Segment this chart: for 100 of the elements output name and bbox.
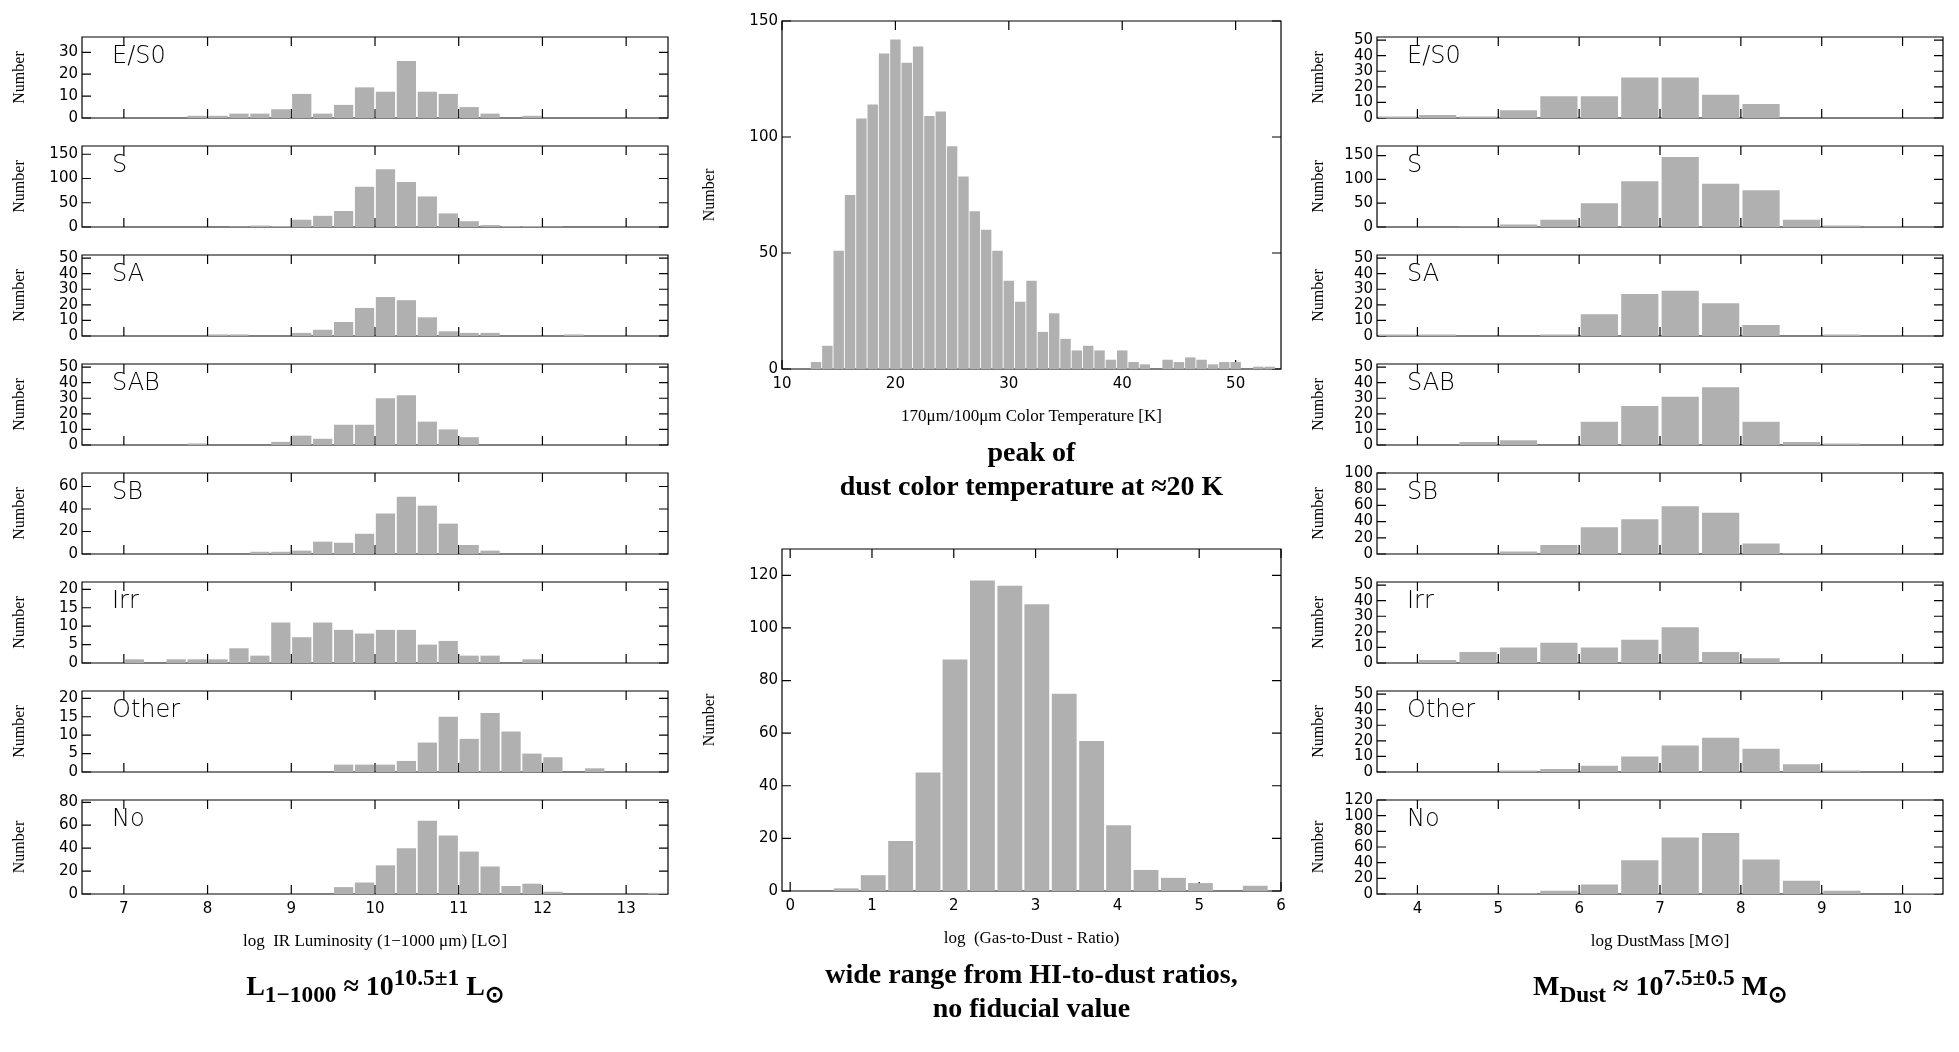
y-axis-title: Number bbox=[1308, 486, 1326, 540]
chart-title: E/S0 bbox=[1407, 41, 1461, 70]
x-tick-label: 6 bbox=[1276, 895, 1286, 914]
y-tick-label: 100 bbox=[749, 617, 778, 636]
y-tick-label: 100 bbox=[49, 168, 78, 187]
y-tick-label: 20 bbox=[58, 64, 78, 83]
y-tick-label: 60 bbox=[58, 476, 78, 495]
y-tick-label: 0 bbox=[68, 883, 78, 902]
chart-title: No bbox=[112, 804, 145, 833]
y-tick-label: 120 bbox=[1344, 789, 1373, 808]
y-axis-title: Number bbox=[9, 50, 27, 104]
y-axis-title: Number bbox=[1308, 268, 1326, 322]
text: M$_{Dust}$ ≈ 10$^{7.5±0.5}$ M$_{⊙}$ bbox=[1531, 963, 1788, 1009]
y-tick-label: 0 bbox=[1363, 216, 1373, 235]
y-tick-label: 0 bbox=[68, 652, 78, 671]
x-axis-title: log DustMass [M⊙] bbox=[1590, 931, 1730, 951]
x-tick-label: 8 bbox=[1736, 898, 1746, 917]
chart-title: Other bbox=[112, 695, 181, 724]
x-tick-label: 6 bbox=[1574, 898, 1584, 917]
y-tick-label: 5 bbox=[68, 634, 78, 653]
chart-title: SAB bbox=[1407, 368, 1455, 397]
chart-title: SA bbox=[1407, 259, 1440, 288]
x-tick-label: 11 bbox=[449, 898, 469, 917]
y-axis-title: Number bbox=[1308, 50, 1326, 104]
x-tick-label: 10 bbox=[365, 898, 385, 917]
y-tick-label: 20 bbox=[58, 688, 78, 707]
chart-title: S bbox=[1407, 150, 1423, 179]
y-axis-title: Number bbox=[9, 486, 27, 540]
y-tick-label: 50 bbox=[758, 242, 778, 261]
y-tick-label: 20 bbox=[58, 860, 78, 879]
y-tick-label: 30 bbox=[58, 42, 78, 61]
y-tick-label: 20 bbox=[58, 521, 78, 540]
y-axis-title: Number bbox=[9, 595, 27, 649]
y-axis-title: Number bbox=[9, 820, 27, 874]
x-tick-label: 7 bbox=[1655, 898, 1665, 917]
y-axis-title: Number bbox=[9, 704, 27, 758]
chart-title: Irr bbox=[1407, 586, 1434, 615]
y-tick-label: 40 bbox=[58, 498, 78, 517]
x-tick-label: 4 bbox=[1112, 895, 1123, 914]
chart-title: SB bbox=[1407, 477, 1438, 506]
y-tick-label: 10 bbox=[58, 616, 78, 635]
x-tick-label: 3 bbox=[1030, 895, 1041, 914]
y-tick-label: 40 bbox=[1353, 852, 1373, 871]
x-tick-label: 9 bbox=[1816, 898, 1827, 917]
x-tick-label: 40 bbox=[1112, 373, 1132, 392]
chart-title: No bbox=[1407, 804, 1440, 833]
y-tick-label: 80 bbox=[758, 670, 778, 689]
y-tick-label: 60 bbox=[58, 815, 78, 834]
y-tick-label: 0 bbox=[1363, 543, 1373, 562]
x-tick-label: 13 bbox=[616, 898, 636, 917]
y-tick-label: 100 bbox=[1344, 169, 1373, 188]
y-axis-title: Number bbox=[1308, 159, 1326, 213]
y-tick-label: 100 bbox=[749, 126, 778, 145]
chart-title: Other bbox=[1407, 695, 1476, 724]
x-tick-label: 10 bbox=[1893, 898, 1913, 917]
y-axis-title: Number bbox=[1308, 377, 1326, 431]
x-tick-label: 7 bbox=[119, 898, 129, 917]
text: wide range from HI-to-dust ratios, no fiducial value bbox=[824, 957, 1239, 1025]
x-tick-label: 4 bbox=[1412, 898, 1423, 917]
y-axis-title: Number bbox=[9, 268, 27, 322]
y-tick-label: 40 bbox=[58, 838, 78, 857]
y-tick-label: 15 bbox=[58, 706, 78, 725]
y-tick-label: 50 bbox=[1353, 193, 1373, 212]
y-tick-label: 20 bbox=[758, 828, 778, 847]
y-tick-label: 150 bbox=[749, 10, 778, 29]
x-axis-title: log (Gas-to-Dust - Ratio) bbox=[943, 928, 1120, 948]
chart-title: S bbox=[112, 150, 128, 179]
x-tick-label: 12 bbox=[532, 898, 552, 917]
y-tick-label: 80 bbox=[58, 792, 78, 811]
x-tick-label: 2 bbox=[949, 895, 959, 914]
chart-title: SAB bbox=[112, 368, 160, 397]
y-tick-label: 100 bbox=[1344, 462, 1373, 481]
y-tick-label: 50 bbox=[58, 357, 78, 376]
y-tick-label: 0 bbox=[68, 107, 78, 126]
y-tick-label: 0 bbox=[68, 543, 78, 562]
chart-title: SA bbox=[112, 259, 145, 288]
y-tick-label: 120 bbox=[749, 565, 778, 584]
y-axis-title: Number bbox=[1308, 820, 1326, 874]
text: L$_{1−1000}$ ≈ 10$^{10.5±1}$ L$_{⊙}$ bbox=[245, 963, 505, 1009]
y-tick-label: 0 bbox=[768, 358, 778, 377]
x-axis-title: log IR Luminosity (1−1000 μm) [L⊙] bbox=[242, 931, 508, 951]
y-tick-label: 20 bbox=[58, 579, 78, 598]
y-tick-label: 40 bbox=[1353, 511, 1373, 530]
x-axis-title: 170μm/100μm Color Temperature [K] bbox=[901, 406, 1162, 426]
y-axis-title: Number bbox=[9, 377, 27, 431]
x-tick-label: 5 bbox=[1194, 895, 1204, 914]
y-axis-title: Number bbox=[699, 693, 717, 747]
y-tick-label: 0 bbox=[68, 761, 78, 780]
y-tick-label: 80 bbox=[1353, 479, 1373, 498]
y-axis-title: Number bbox=[9, 159, 27, 213]
y-tick-label: 10 bbox=[58, 86, 78, 104]
y-tick-label: 150 bbox=[49, 144, 78, 163]
y-axis-title: Number bbox=[699, 168, 717, 222]
text: peak of dust color temperature at ≈20 K bbox=[839, 436, 1224, 501]
x-tick-label: 5 bbox=[1493, 898, 1504, 917]
y-tick-label: 50 bbox=[58, 192, 78, 211]
y-tick-label: 60 bbox=[1353, 495, 1373, 514]
y-tick-label: 5 bbox=[68, 743, 78, 762]
chart-title: SB bbox=[112, 477, 143, 506]
y-tick-label: 40 bbox=[758, 775, 778, 794]
